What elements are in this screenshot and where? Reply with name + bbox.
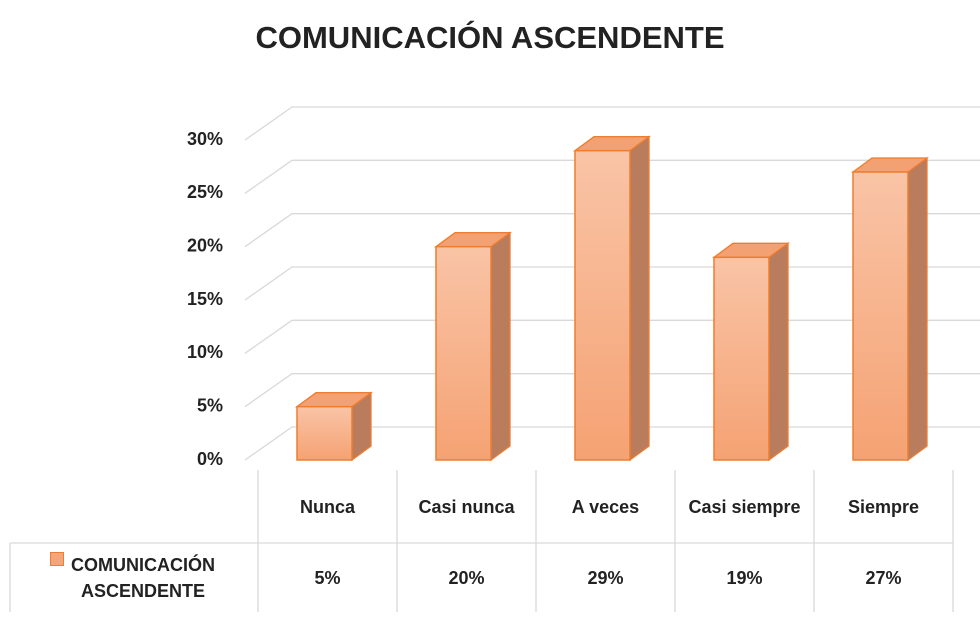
x-tick-label: A veces bbox=[536, 472, 675, 542]
data-table-value: 29% bbox=[536, 545, 675, 611]
x-tick-label-box: Casi siempre bbox=[675, 472, 814, 542]
bar bbox=[296, 405, 353, 461]
y-tick-label: 0% bbox=[197, 449, 223, 469]
data-table-value-box: 19% bbox=[675, 545, 814, 611]
y-tick-label: 30% bbox=[187, 129, 223, 149]
y-tick-label: 20% bbox=[187, 235, 223, 255]
data-table-value: 27% bbox=[814, 545, 953, 611]
y-tick-label: 10% bbox=[187, 342, 223, 362]
data-table-value-text: 19% bbox=[726, 568, 763, 588]
x-tick-label: Nunca bbox=[258, 472, 397, 542]
x-tick-label: Casi siempre bbox=[675, 472, 814, 542]
x-tick-label-text: Casi siempre bbox=[688, 497, 801, 517]
legend-entry-box: COMUNICACIÓN ASCENDENTE bbox=[12, 545, 256, 611]
data-table-value-text: 20% bbox=[448, 568, 485, 588]
x-tick-label-text: Nunca bbox=[299, 497, 355, 517]
bar-side bbox=[768, 242, 789, 462]
x-tick-label-text: A veces bbox=[571, 497, 640, 517]
x-tick-label-box: A veces bbox=[536, 472, 675, 542]
bar-side bbox=[490, 231, 511, 462]
data-table-value-box: 5% bbox=[258, 545, 397, 611]
bar bbox=[435, 245, 492, 461]
bar bbox=[574, 149, 631, 461]
bar bbox=[713, 256, 770, 461]
x-tick-label-box: Casi nunca bbox=[397, 472, 536, 542]
y-tick-label: 5% bbox=[197, 395, 223, 415]
data-table-value-box: 20% bbox=[397, 545, 536, 611]
x-tick-label: Casi nunca bbox=[397, 472, 536, 542]
chart-title: COMUNICACIÓN ASCENDENTE bbox=[255, 19, 724, 55]
y-tick-label: 25% bbox=[187, 182, 223, 202]
y-tick-label: 15% bbox=[187, 289, 223, 309]
data-table-value: 5% bbox=[258, 545, 397, 611]
grid-line bbox=[244, 159, 980, 194]
x-tick-label-text: Casi nunca bbox=[418, 497, 515, 517]
x-tick-label-text: Siempre bbox=[847, 497, 920, 517]
data-table-value-box: 27% bbox=[814, 545, 953, 611]
legend-swatch bbox=[50, 552, 64, 566]
bar bbox=[852, 171, 909, 461]
x-tick-label-box: Siempre bbox=[814, 472, 953, 542]
data-table-value-text: 5% bbox=[314, 568, 341, 588]
data-table-value-box: 29% bbox=[536, 545, 675, 611]
legend-entry: COMUNICACIÓN ASCENDENTE bbox=[12, 545, 256, 611]
x-tick-label: Siempre bbox=[814, 472, 953, 542]
data-table-value: 19% bbox=[675, 545, 814, 611]
legend-entry-text: COMUNICACIÓN ASCENDENTE bbox=[71, 555, 215, 601]
x-tick-label-box: Nunca bbox=[258, 472, 397, 542]
bar-side bbox=[629, 135, 650, 462]
data-table-value-text: 27% bbox=[865, 568, 902, 588]
bar-side bbox=[907, 156, 928, 462]
data-table-value-text: 29% bbox=[587, 568, 624, 588]
data-table-value: 20% bbox=[397, 545, 536, 611]
grid-line bbox=[244, 213, 980, 248]
grid-line bbox=[244, 106, 980, 141]
